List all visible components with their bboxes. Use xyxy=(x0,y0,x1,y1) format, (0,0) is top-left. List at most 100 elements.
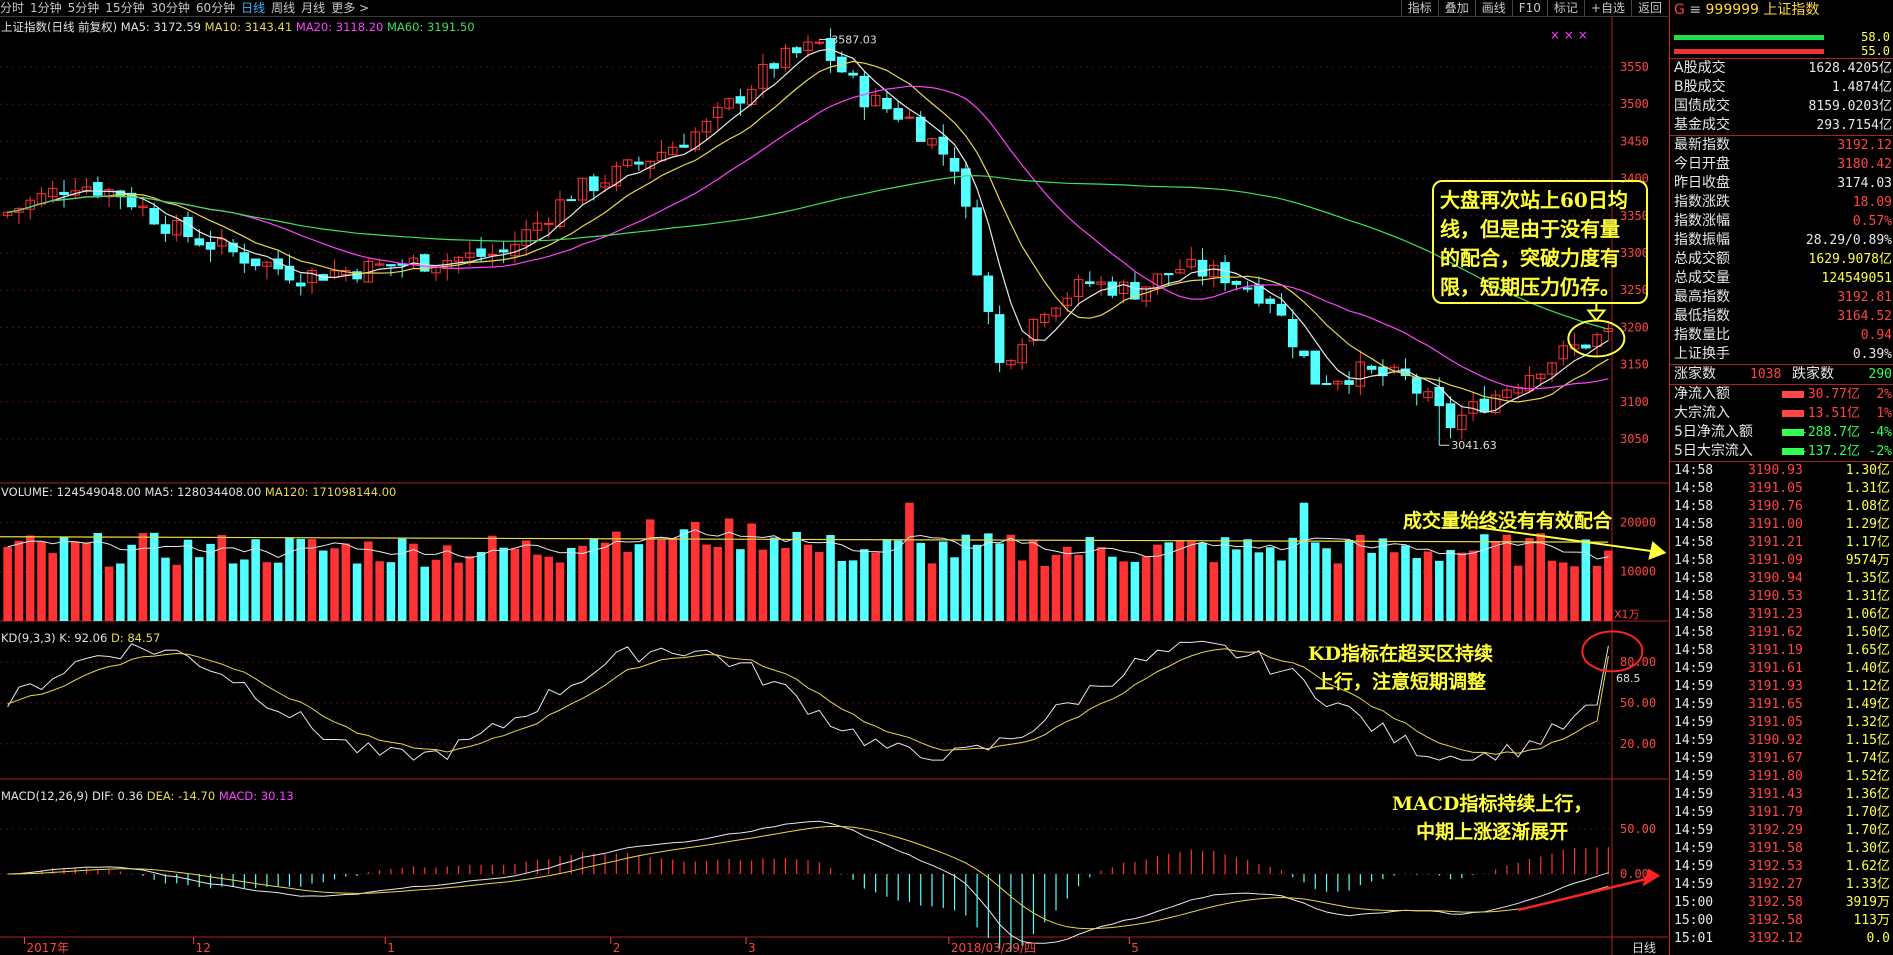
candle-body xyxy=(93,182,103,196)
volume-bar xyxy=(1074,555,1083,621)
stat-label: 总成交额 xyxy=(1674,251,1730,267)
annotation-price-line-1: 大盘再次站上60日均 xyxy=(1440,188,1628,212)
candle-body xyxy=(228,242,238,253)
tick-row: 14:58 3191.09 9574万 xyxy=(1670,552,1893,570)
candle-body xyxy=(521,229,531,246)
flow-label: 5日净流入额 xyxy=(1674,424,1753,440)
flow-bar xyxy=(1782,391,1804,398)
tick-amount: 1.40亿 xyxy=(1845,661,1890,676)
candle-body xyxy=(1445,403,1456,429)
tick-row: 15:00 3192.58 3919万 xyxy=(1670,894,1893,912)
volume-bar xyxy=(1029,540,1038,621)
candle-body xyxy=(983,275,994,312)
axis-labels: 3550350034503400335033003250320031503100… xyxy=(24,60,1656,955)
candle-body xyxy=(994,314,1005,363)
volume-bar xyxy=(397,538,407,621)
period-tab[interactable]: 分时 xyxy=(0,1,25,15)
tick-row: 14:59 3191.67 1.74亿 xyxy=(1670,750,1893,768)
volume-bar xyxy=(116,563,125,621)
stat-value: 8159.0203亿 xyxy=(1808,99,1892,114)
tick-amount: 1.74亿 xyxy=(1845,751,1890,766)
tick-time: 14:58 xyxy=(1674,553,1714,568)
tick-list[interactable]: 14:58 3190.93 1.30亿 14:58 3191.05 1.31亿 14:58 3… xyxy=(1670,462,1893,948)
tool-button[interactable]: 画线 xyxy=(1474,0,1512,16)
candle-body xyxy=(791,47,802,54)
volume-bar xyxy=(3,546,12,621)
macd-value-label: MACD: 30.13 xyxy=(218,789,294,803)
volume-bar xyxy=(251,539,260,621)
period-tab[interactable]: 月线 xyxy=(301,1,326,15)
period-tab[interactable]: 5分钟 xyxy=(67,1,100,15)
volume-bar xyxy=(285,537,294,621)
volume-bar xyxy=(206,543,215,621)
candle-body xyxy=(758,63,768,89)
candle-body xyxy=(284,265,295,281)
period-tab[interactable]: 日线 xyxy=(241,1,266,15)
tool-button[interactable]: 叠加 xyxy=(1437,0,1475,16)
price-tick-label: 3500 xyxy=(1620,97,1649,111)
volume-bar xyxy=(1186,541,1196,621)
volume-bar xyxy=(1378,538,1388,621)
kd-marker: 68.5 xyxy=(1616,672,1641,685)
candle-body xyxy=(803,41,813,52)
period-tab[interactable]: 30分钟 xyxy=(150,1,190,15)
menu-icon[interactable]: ≡ xyxy=(1689,2,1702,18)
tick-row: 14:58 3191.19 1.65亿 xyxy=(1670,642,1893,660)
ma10-line xyxy=(7,60,1609,403)
down-label: 跌家数 xyxy=(1792,366,1834,382)
candle-body xyxy=(1411,377,1422,394)
volume-bar xyxy=(1119,561,1128,621)
candle-body xyxy=(59,191,69,196)
period-tab[interactable]: 周线 xyxy=(271,1,296,15)
annotation-volume: 成交量始终没有有效配合 xyxy=(1403,510,1613,532)
tick-row: 14:58 3190.94 1.35亿 xyxy=(1670,570,1893,588)
volume-legend: VOLUME: 124549048.00 MA5: 128034408.00 M… xyxy=(1,485,396,499)
candle-body xyxy=(453,256,464,262)
volume-bar xyxy=(1581,539,1591,621)
volume-bar xyxy=(1164,542,1174,621)
period-tab[interactable]: 更多 > xyxy=(331,1,370,15)
volume-bar xyxy=(837,560,847,621)
annotation-price-box: 大盘再次站上60日均 线，但是由于没有量 的配合，突破力度有 限，短期压力仍存。 xyxy=(1432,180,1648,304)
volume-ma5-line xyxy=(7,529,1609,560)
tool-button[interactable]: 返回 xyxy=(1630,0,1668,16)
tick-row: 14:58 3191.21 1.17亿 xyxy=(1670,534,1893,552)
stat-row: 今日开盘 3180.42 xyxy=(1670,155,1893,174)
tool-button[interactable]: 标记 xyxy=(1546,0,1584,16)
candle-body xyxy=(690,131,701,150)
period-tab[interactable]: 60分钟 xyxy=(195,1,236,15)
tick-row: 14:59 3191.58 1.30亿 xyxy=(1670,840,1893,858)
volume-bar xyxy=(1277,560,1286,621)
tool-button[interactable]: +自选 xyxy=(1583,0,1631,16)
candle-body xyxy=(171,220,182,236)
volume-bar xyxy=(1570,566,1579,621)
volume-bar xyxy=(927,563,937,621)
tool-button[interactable]: F10 xyxy=(1511,0,1547,16)
kd-d-label: D: 84.57 xyxy=(110,631,161,645)
stat-row: 指数涨幅 0.57% xyxy=(1670,212,1893,231)
volume-bar xyxy=(296,538,306,621)
volume-bar xyxy=(668,538,678,621)
candle-body xyxy=(1197,259,1208,277)
candle-body xyxy=(1017,344,1027,364)
tick-price: 3191.43 xyxy=(1748,787,1803,802)
kline-chart[interactable]: 3550350034503400335033003250320031503100… xyxy=(0,17,1668,955)
tick-row: 14:58 3191.05 1.31亿 xyxy=(1670,480,1893,498)
tick-row: 14:59 3190.92 1.15亿 xyxy=(1670,732,1893,750)
candle-body xyxy=(949,158,960,172)
stat-row: 总成交额 1629.9078亿 xyxy=(1670,250,1893,269)
volume-bar xyxy=(240,559,249,621)
tool-button[interactable]: 指标 xyxy=(1400,0,1438,16)
tick-price: 3190.92 xyxy=(1748,733,1803,748)
period-tab[interactable]: 1分钟 xyxy=(30,1,62,15)
price-arrow-head xyxy=(1586,309,1607,323)
volume-bar xyxy=(1130,561,1140,621)
bar-pct-top: 58.0 xyxy=(1861,30,1890,44)
kd-tick-label: 20.00 xyxy=(1620,737,1656,751)
tick-time: 15:01 xyxy=(1674,931,1714,946)
period-tab[interactable]: 15分钟 xyxy=(105,1,145,15)
tick-amount: 1.49亿 xyxy=(1845,697,1890,712)
candle-body xyxy=(25,199,35,210)
volume-bar xyxy=(1401,545,1410,621)
volume-bar xyxy=(724,518,734,621)
